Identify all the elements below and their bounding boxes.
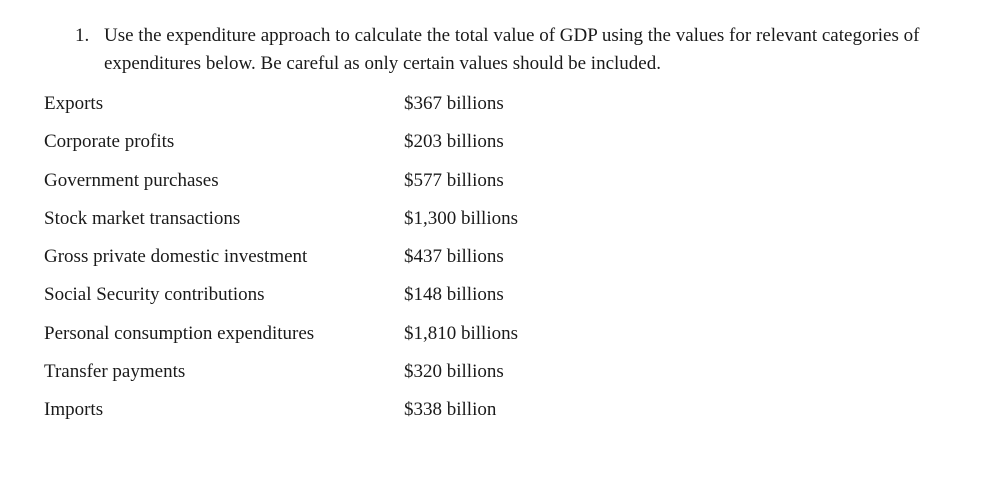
list-item-imports: Imports $338 billion	[44, 398, 644, 436]
item-label: Gross private domestic investment	[44, 246, 308, 268]
item-label: Transfer payments	[44, 361, 186, 383]
list-item-transfer-payments: Transfer payments $320 billions	[44, 360, 644, 398]
expenditure-list: Exports $367 billions Corporate profits …	[44, 92, 644, 437]
item-label: Imports	[44, 399, 104, 421]
item-value: $148 billions	[404, 284, 504, 306]
item-value: $437 billions	[404, 246, 504, 268]
item-label: Exports	[44, 93, 104, 114]
item-value: $1,300 billions	[404, 207, 519, 229]
item-value: $367 billions	[404, 93, 504, 114]
list-item-government-purchases: Government purchases $577 billions	[44, 169, 644, 207]
item-label: Social Security contributions	[44, 284, 265, 306]
list-item-personal-consumption-expenditures: Personal consumption expenditures $1,810…	[44, 322, 644, 360]
item-value: $577 billions	[404, 169, 504, 191]
list-item-corporate-profits: Corporate profits $203 billions	[44, 130, 644, 168]
list-item-stock-market-transactions: Stock market transactions $1,300 billion…	[44, 207, 644, 245]
question-number: 1.	[75, 25, 90, 46]
item-label: Government purchases	[44, 169, 219, 191]
item-label: Corporate profits	[44, 131, 175, 153]
question: 1. Use the expenditure approach to calcu…	[75, 22, 955, 78]
item-value: $338 billion	[404, 399, 497, 421]
item-label: Personal consumption expenditures	[44, 322, 315, 344]
list-item-exports: Exports $367 billions	[44, 92, 644, 130]
item-label: Stock market transactions	[44, 207, 241, 229]
list-item-gross-private-domestic-investment: Gross private domestic investment $437 b…	[44, 245, 644, 283]
item-value: $203 billions	[404, 131, 504, 153]
item-value: $1,810 billions	[404, 322, 519, 344]
item-value: $320 billions	[404, 361, 504, 383]
question-text: Use the expenditure approach to calculat…	[104, 25, 920, 74]
list-item-social-security-contributions: Social Security contributions $148 billi…	[44, 283, 644, 321]
